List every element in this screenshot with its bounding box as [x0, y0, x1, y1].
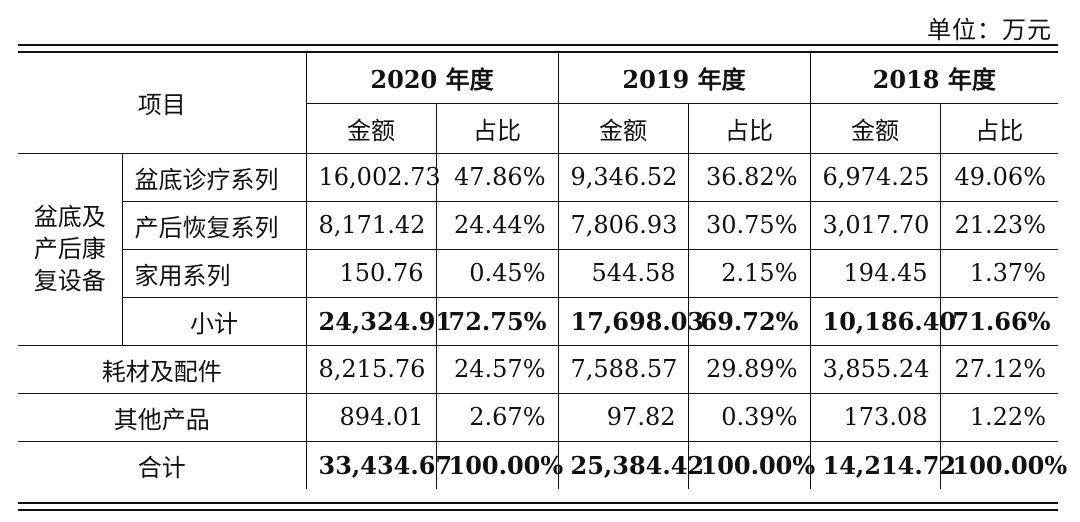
- table-row: 耗材及配件 8,215.76 24.57% 7,588.57 29.89% 3,…: [18, 344, 1058, 394]
- cell-amount-2018: 194.45: [809, 248, 941, 298]
- cell-ratio-2018: 71.66%: [939, 296, 1058, 346]
- cell-amount-2018: 6,974.25: [809, 152, 941, 202]
- group-label-line: 盆底及: [33, 203, 106, 231]
- cell-ratio-2019: 100.00%: [687, 440, 815, 489]
- cell-amount-2019: 544.58: [557, 248, 689, 298]
- row-name: 小计: [122, 296, 307, 346]
- cell-ratio-2019: 30.75%: [687, 200, 811, 250]
- table-row: 产后恢复系列 8,171.42 24.44% 7,806.93 30.75% 3…: [18, 200, 1058, 250]
- row-name: 合计: [18, 440, 307, 489]
- row-name: 家用系列: [122, 248, 307, 298]
- cell-amount-2020: 16,002.73: [305, 152, 441, 202]
- header-ratio: 占比: [435, 102, 559, 154]
- header-year-2020: 2020 年度: [305, 53, 559, 104]
- header-amount: 金额: [306, 102, 437, 154]
- total-row: 合计 33,434.67 100.00% 25,384.42 100.00% 1…: [18, 440, 1067, 489]
- cell-ratio-2020: 47.86%: [435, 152, 559, 202]
- cell-amount-2019: 25,384.42: [557, 440, 704, 489]
- cell-amount-2019: 97.82: [557, 392, 689, 442]
- row-name: 其他产品: [18, 392, 307, 442]
- header-item: 项目: [18, 53, 307, 154]
- cell-ratio-2019: 69.72%: [687, 296, 811, 346]
- table-row: 盆底及 产后康 复设备 盆底诊疗系列 16,002.73 47.86% 9,34…: [18, 152, 1058, 346]
- header-amount: 金额: [557, 102, 689, 154]
- group-label-line: 产后康: [33, 235, 106, 263]
- cell-ratio-2019: 2.15%: [687, 248, 811, 298]
- cell-amount-2019: 17,698.03: [557, 296, 704, 346]
- cell-ratio-2019: 36.82%: [687, 152, 811, 202]
- cell-amount-2020: 8,215.76: [305, 344, 437, 394]
- cell-amount-2018: 3,855.24: [809, 344, 941, 394]
- cell-amount-2019: 9,346.52: [557, 152, 689, 202]
- cell-ratio-2019: 0.39%: [687, 392, 811, 442]
- cell-ratio-2020: 0.45%: [435, 248, 559, 298]
- cell-ratio-2018: 49.06%: [939, 152, 1058, 202]
- row-name: 耗材及配件: [18, 344, 307, 394]
- header-ratio: 占比: [687, 102, 811, 154]
- cell-amount-2018: 14,214.72: [809, 440, 956, 489]
- cell-amount-2020: 894.01: [305, 392, 437, 442]
- cell-ratio-2018: 27.12%: [939, 344, 1058, 394]
- cell-amount-2019: 7,588.57: [557, 344, 689, 394]
- cell-ratio-2018: 100.00%: [939, 440, 1067, 489]
- group-label-line: 复设备: [33, 267, 106, 295]
- row-name: 产后恢复系列: [122, 200, 307, 250]
- cell-amount-2018: 10,186.40: [809, 296, 956, 346]
- cell-amount-2019: 7,806.93: [557, 200, 689, 250]
- cell-ratio-2020: 100.00%: [435, 440, 563, 489]
- row-name: 盆底诊疗系列: [121, 152, 307, 202]
- cell-amount-2020: 150.76: [305, 248, 437, 298]
- cell-ratio-2020: 24.44%: [435, 200, 559, 250]
- cell-ratio-2018: 1.37%: [939, 248, 1058, 298]
- cell-amount-2018: 173.08: [809, 392, 941, 442]
- header-ratio: 占比: [939, 102, 1058, 154]
- cell-amount-2020: 33,434.67: [305, 440, 452, 489]
- table-row: 家用系列 150.76 0.45% 544.58 2.15% 194.45 1.…: [18, 248, 1058, 298]
- cell-amount-2018: 3,017.70: [809, 200, 941, 250]
- revenue-table: 项目 2020 年度 2019 年度 2018 年度 金额 占比 金额 占比 金…: [18, 53, 1067, 489]
- cell-ratio-2020: 72.75%: [435, 296, 559, 346]
- cell-amount-2020: 8,171.42: [305, 200, 437, 250]
- table-bottom-rule: [18, 502, 1058, 511]
- header-year-2018: 2018 年度: [809, 53, 1058, 104]
- table-top-rule: [18, 44, 1058, 53]
- cell-ratio-2020: 24.57%: [435, 344, 559, 394]
- header-year-2019: 2019 年度: [557, 53, 811, 104]
- cell-amount-2020: 24,324.91: [305, 296, 452, 346]
- subtotal-row: 小计 24,324.91 72.75% 17,698.03 69.72% 10,…: [18, 296, 1058, 346]
- cell-ratio-2020: 2.67%: [435, 392, 559, 442]
- unit-label: 单位：万元: [927, 16, 1052, 44]
- group-label: 盆底及 产后康 复设备: [18, 152, 123, 346]
- cell-ratio-2019: 29.89%: [687, 344, 811, 394]
- header-amount: 金额: [809, 102, 941, 154]
- table-row: 其他产品 894.01 2.67% 97.82 0.39% 173.08 1.2…: [18, 392, 1058, 442]
- cell-ratio-2018: 1.22%: [939, 392, 1058, 442]
- cell-ratio-2018: 21.23%: [939, 200, 1058, 250]
